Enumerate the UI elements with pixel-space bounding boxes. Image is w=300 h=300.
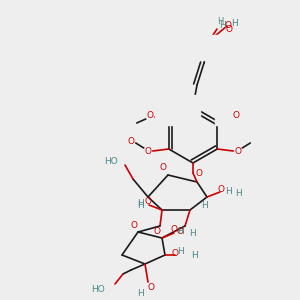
Text: H: H bbox=[178, 248, 184, 256]
Text: O: O bbox=[176, 226, 184, 236]
Text: O: O bbox=[130, 220, 137, 230]
Text: O: O bbox=[196, 169, 202, 178]
Text: H: H bbox=[136, 200, 143, 208]
Text: H: H bbox=[190, 250, 197, 260]
Bar bbox=[155, 95, 200, 125]
Text: HO: HO bbox=[104, 157, 118, 166]
Text: O: O bbox=[144, 146, 151, 155]
Text: O: O bbox=[148, 284, 154, 292]
Text: O: O bbox=[145, 197, 152, 206]
Text: H: H bbox=[177, 226, 183, 236]
Text: O: O bbox=[170, 224, 178, 233]
Text: O: O bbox=[224, 22, 232, 31]
Text: O: O bbox=[235, 146, 242, 155]
Text: H: H bbox=[201, 202, 207, 211]
Text: H: H bbox=[225, 188, 231, 196]
Bar bbox=[195, 35, 225, 60]
Text: O: O bbox=[154, 227, 160, 236]
Text: H: H bbox=[189, 230, 195, 238]
Text: O: O bbox=[146, 112, 153, 121]
Text: H: H bbox=[219, 20, 225, 29]
Text: O: O bbox=[218, 184, 224, 194]
Text: H: H bbox=[231, 19, 237, 28]
Text: O: O bbox=[160, 164, 167, 172]
Text: H: H bbox=[236, 190, 242, 199]
Text: H: H bbox=[138, 290, 144, 298]
Text: O: O bbox=[172, 248, 178, 257]
Text: O: O bbox=[226, 25, 232, 34]
Text: H: H bbox=[138, 200, 144, 209]
Text: O: O bbox=[233, 112, 240, 121]
Bar bbox=[215, 95, 270, 125]
Text: HO: HO bbox=[91, 286, 105, 295]
Text: O: O bbox=[127, 137, 134, 146]
Text: H: H bbox=[217, 16, 223, 26]
